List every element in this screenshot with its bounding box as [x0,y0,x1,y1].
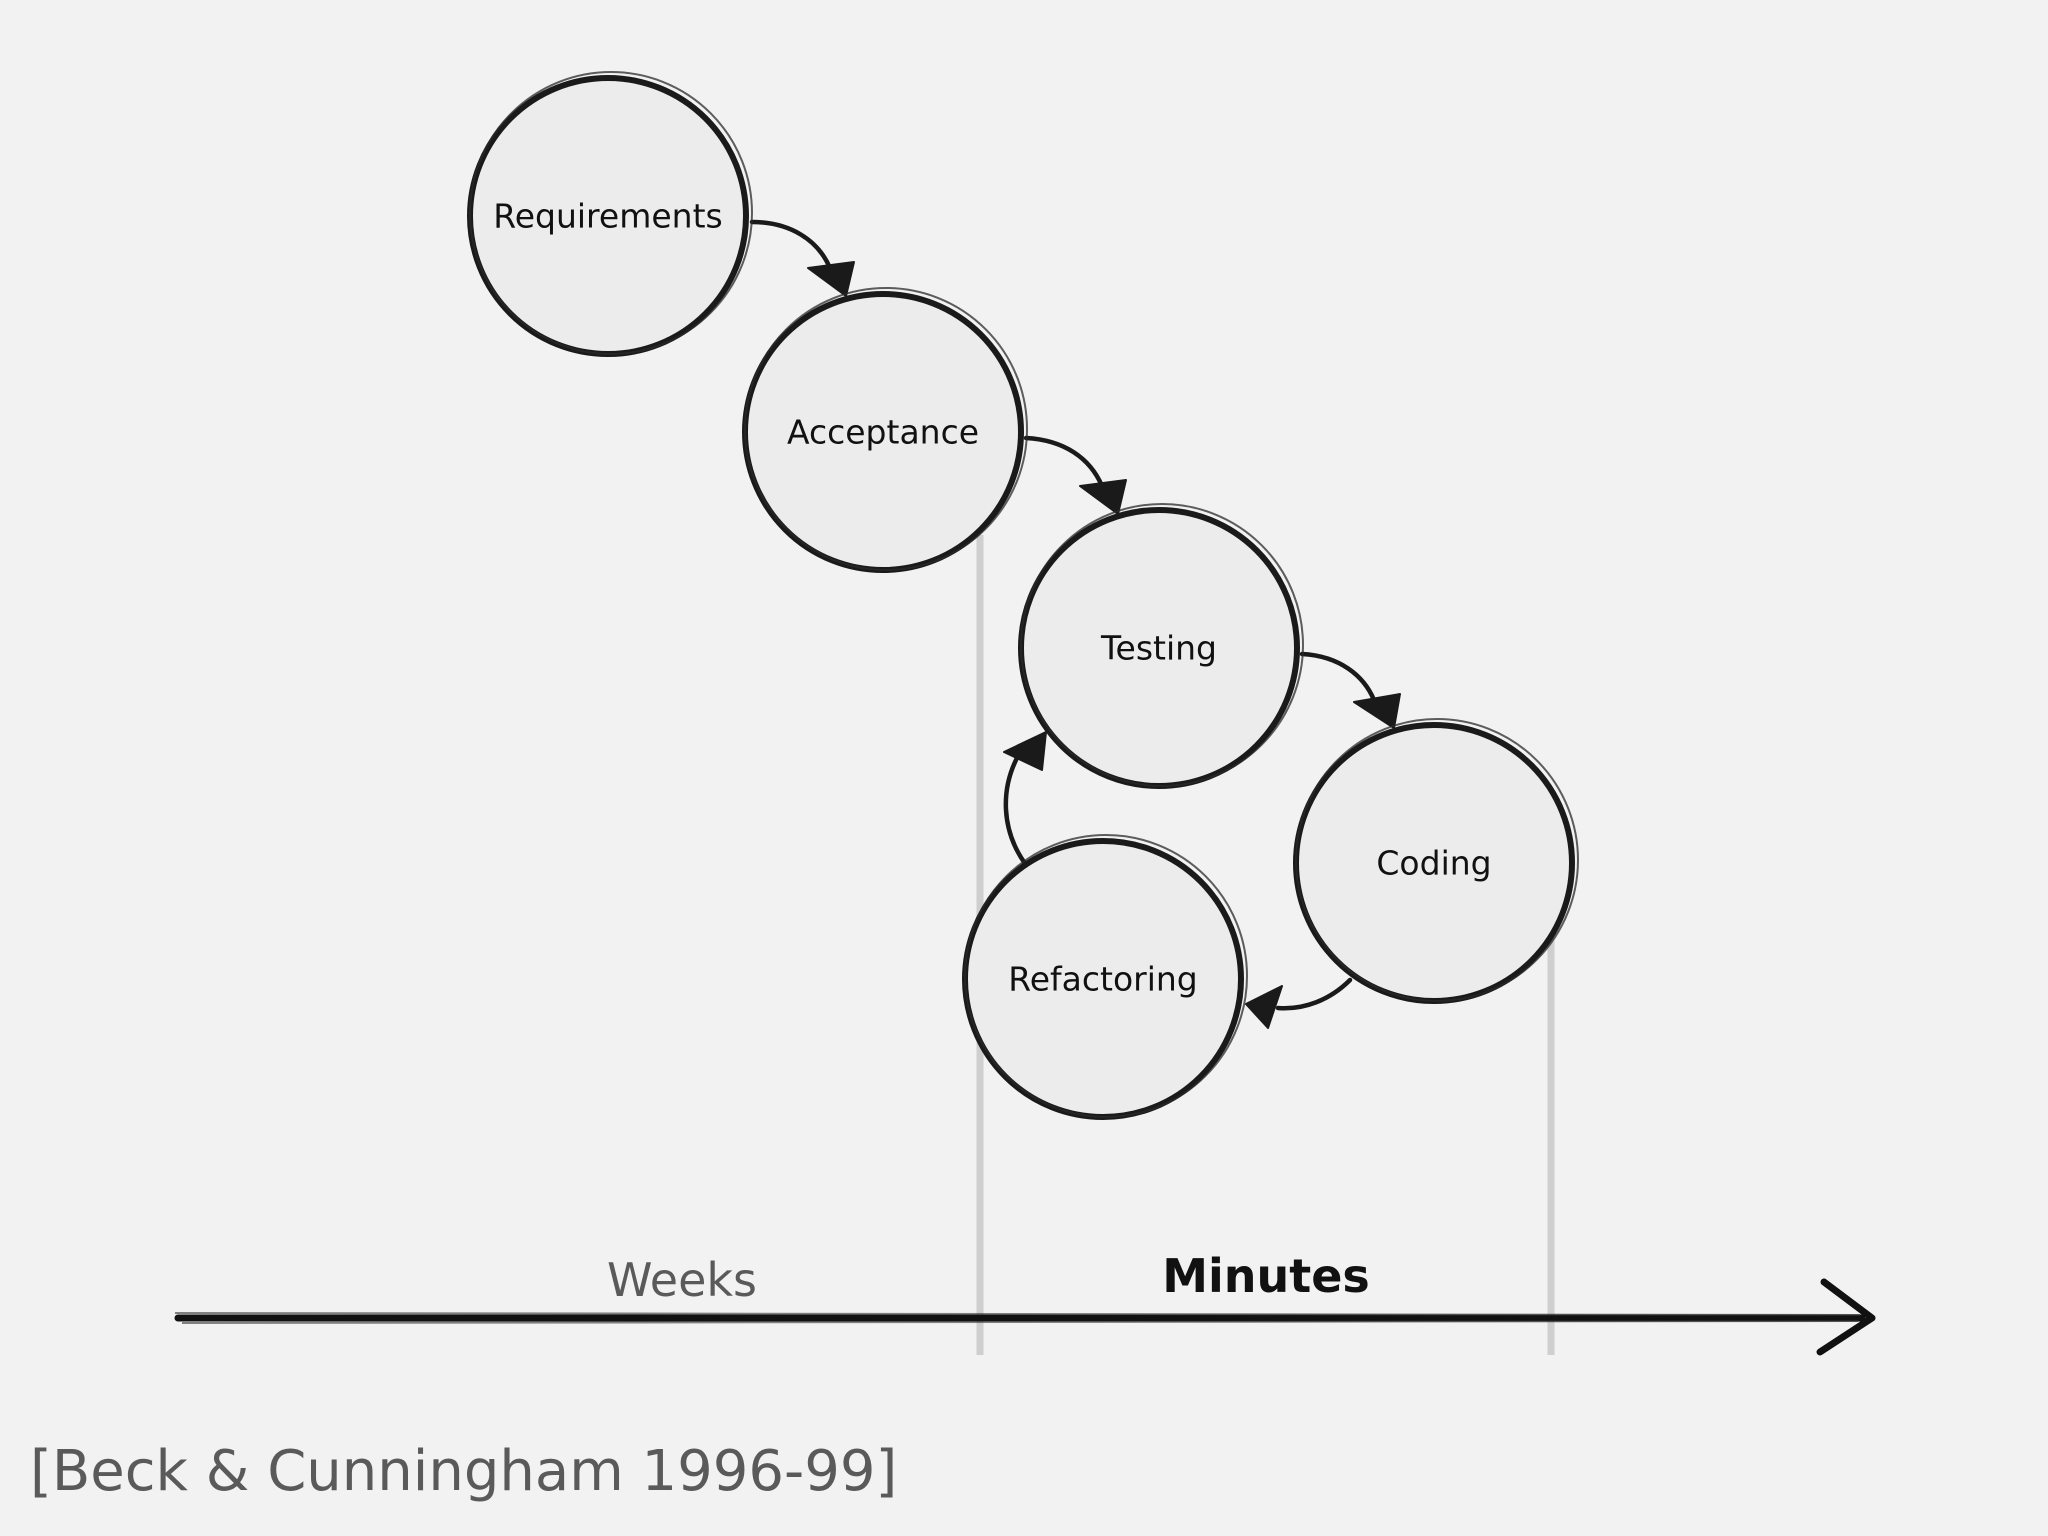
connector-requirements-acceptance [749,219,855,297]
connector-refactoring-testing [1003,731,1047,865]
timeline-arrow [174,1278,1876,1356]
node-testing: Testing [1018,503,1304,789]
node-acceptance-label: Acceptance [787,413,979,452]
node-requirements-label: Requirements [493,197,722,236]
connector-testing-coding [1299,651,1401,729]
node-requirements: Requirements [467,71,753,357]
node-refactoring: Refactoring [962,834,1248,1120]
arrowhead-icon [807,261,855,297]
arrowhead-icon [1079,479,1127,515]
arrowhead-icon [1245,985,1283,1029]
connector-coding-refactoring [1245,977,1353,1029]
arrowhead-icon [1353,693,1401,729]
connector-acceptance-testing [1023,435,1127,515]
timeline-minutes-label: Minutes [1162,1249,1370,1303]
node-refactoring-label: Refactoring [1008,960,1197,999]
node-testing-label: Testing [1100,629,1217,668]
node-coding: Coding [1293,718,1579,1004]
node-acceptance: Acceptance [742,287,1028,573]
timeline-weeks-label: Weeks [607,1253,757,1307]
node-coding-label: Coding [1376,844,1491,883]
arrowhead-icon [1003,731,1047,771]
citation: [Beck & Cunningham 1996-99] [30,1439,897,1504]
